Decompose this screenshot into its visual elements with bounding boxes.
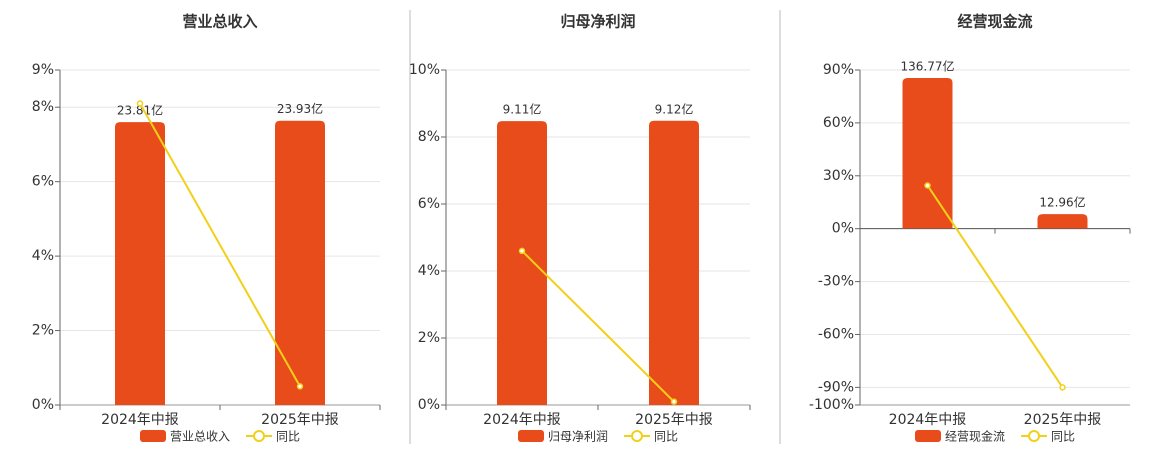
y-tick-label: 8% xyxy=(418,129,440,145)
x-tick-label: 2024年中报 xyxy=(483,412,561,428)
y-tick-label: -100% xyxy=(809,397,854,413)
y-tick-label: 2% xyxy=(32,323,54,339)
bar xyxy=(649,120,699,405)
line xyxy=(926,184,1064,388)
legend-marker xyxy=(253,430,266,442)
legend-label: 同比 xyxy=(276,430,300,444)
legend-swatch xyxy=(518,430,544,442)
legend-swatch xyxy=(915,430,941,442)
y-tick-label: 9% xyxy=(32,62,54,78)
y-tick-label: 30% xyxy=(823,168,854,184)
bar xyxy=(275,120,325,406)
y-tick-label: 2% xyxy=(418,330,440,346)
x-tick-label: 2025年中报 xyxy=(261,412,339,428)
line xyxy=(139,103,301,387)
bar xyxy=(115,122,165,406)
x-tick-label: 2024年中报 xyxy=(101,412,179,428)
line xyxy=(521,250,675,403)
y-tick-label: -60% xyxy=(818,326,854,342)
value-label: 136.77亿 xyxy=(901,58,955,73)
value-label: 9.11亿 xyxy=(503,102,542,117)
y-tick-label: 6% xyxy=(418,196,440,212)
y-tick-label: 0% xyxy=(32,397,54,413)
y-tick-label: 0% xyxy=(418,397,440,413)
value-label: 23.81亿 xyxy=(117,103,163,118)
line-point xyxy=(924,182,931,189)
chart-title: 归母净利润 xyxy=(560,13,635,31)
line-point xyxy=(518,247,526,255)
legend-label: 归母净利润 xyxy=(548,430,608,444)
y-tick-label: 8% xyxy=(32,99,54,115)
bar xyxy=(497,121,547,405)
chart-title: 经营现金流 xyxy=(957,13,1032,31)
value-label: 9.12亿 xyxy=(655,101,694,116)
chart-title: 营业总收入 xyxy=(182,13,257,31)
line-point xyxy=(136,100,144,107)
y-tick-label: 0% xyxy=(832,221,854,237)
legend-swatch xyxy=(140,430,166,442)
line-point xyxy=(296,383,304,390)
y-tick-label: 6% xyxy=(32,174,54,190)
legend-label: 同比 xyxy=(1051,430,1075,444)
value-label: 12.96亿 xyxy=(1039,195,1085,210)
legend-label: 经营现金流 xyxy=(945,429,1005,444)
line-point xyxy=(1059,384,1066,391)
legend-label: 同比 xyxy=(654,430,678,444)
value-label: 23.93亿 xyxy=(277,101,323,116)
y-tick-label: 4% xyxy=(32,248,54,264)
bar xyxy=(1037,214,1088,229)
legend-marker xyxy=(1028,430,1041,442)
x-tick-label: 2025年中报 xyxy=(1024,412,1102,428)
x-tick-label: 2025年中报 xyxy=(635,412,713,428)
x-tick-label: 2024年中报 xyxy=(889,412,967,428)
y-tick-label: 90% xyxy=(823,62,854,78)
y-tick-label: 60% xyxy=(823,115,854,131)
y-tick-label: -30% xyxy=(818,274,854,290)
y-tick-label: 4% xyxy=(418,263,440,279)
y-tick-label: -90% xyxy=(818,379,854,395)
line-point xyxy=(670,398,678,405)
bar xyxy=(902,77,953,229)
legend-marker xyxy=(631,430,644,442)
legend-label: 营业总收入 xyxy=(170,430,230,444)
y-tick-label: 10% xyxy=(409,62,440,78)
